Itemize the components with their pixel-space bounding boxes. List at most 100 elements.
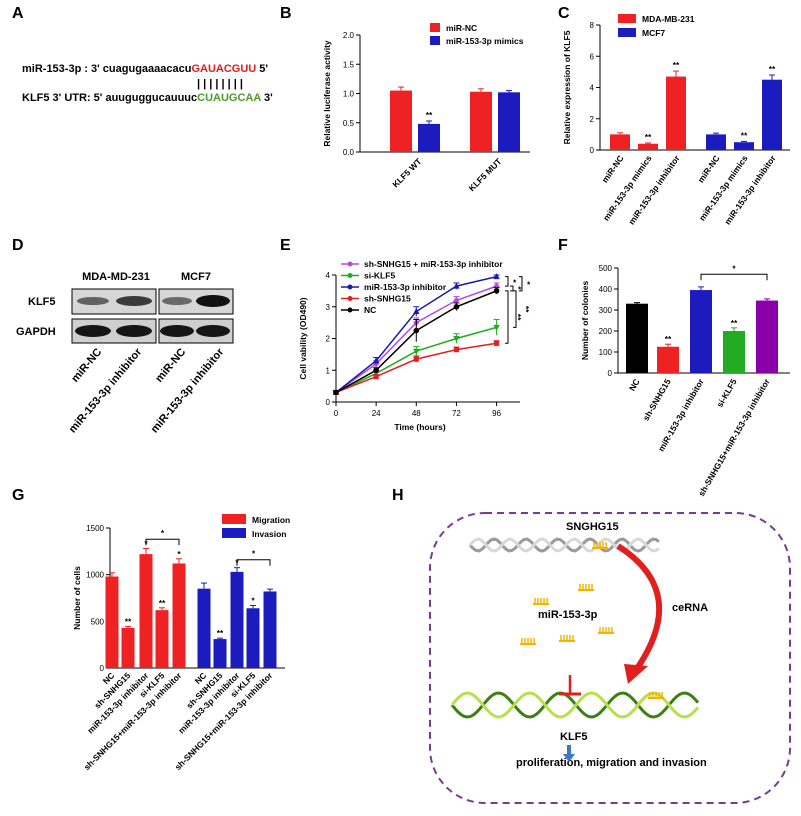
cerna-label: ceRNA: [672, 602, 708, 614]
blot-lane-4: miR-153-3p inhibitor: [149, 346, 227, 436]
chart-b-ytick-label: 1.0: [343, 90, 355, 99]
chart-e-point: [372, 357, 380, 364]
mir-sequence: miR-153-3p: 3' cuagugaaaacacuGAUACGUU 5': [22, 63, 268, 75]
chart-c-ytick-label: 6: [590, 52, 595, 61]
cerna-arrow-icon: [616, 543, 663, 672]
chart-g-ylabel: Number of cells: [72, 566, 82, 630]
chart-e-point: [453, 347, 460, 353]
chart-f-ytick-label: 100: [599, 348, 613, 357]
chart-g-legend-swatch: [222, 528, 246, 538]
panel-label-b: B: [280, 5, 292, 22]
blot-lane-1: miR-NC: [69, 346, 104, 385]
chart-c-ylabel: Relative expression of KLF5: [562, 30, 572, 144]
chart-e-legend-marker: [347, 296, 353, 301]
chart-b-ytick-label: 2.0: [343, 31, 355, 40]
blot-lane-2-text: miR-153-3p inhibitor: [67, 346, 145, 436]
mir-seed: GAUACGUU: [191, 63, 256, 75]
chart-f-ytick-label: 300: [599, 306, 613, 315]
chart-e-xlabel: Time (hours): [394, 422, 445, 432]
chart-c-xtick-label: miR-NC: [600, 153, 626, 184]
chart-c-sig-marker: **: [769, 64, 776, 74]
blot-lane-2: miR-153-3p inhibitor: [67, 346, 145, 436]
panel-label-f: F: [558, 237, 568, 254]
panel-d-blot: MDA-MD-231 MCF7 KLF5 GAPDH miR-NC miR-15…: [16, 271, 234, 436]
chart-e-ylabel: Cell vability (OD490): [298, 297, 308, 379]
chart-b-legend-label: miR-NC: [446, 23, 477, 33]
down-arrowhead-icon: [563, 754, 575, 762]
chart-e-point: [493, 324, 500, 331]
chart-f-bar: [657, 346, 679, 373]
chart-e-point: [333, 389, 339, 396]
chart-b-bar: [390, 90, 412, 152]
chart-g-bar: [246, 608, 260, 668]
chart-b-xtick-label: KLF5 MUT: [467, 156, 504, 193]
chart-g-sig-marker: *: [177, 549, 181, 559]
chart-b: 0.0 0.5 1.0 1.5 2.0 Relative luciferase activ…: [322, 23, 530, 193]
chart-f-ytick-label: 400: [599, 285, 613, 294]
chart-g-bar: [139, 554, 153, 668]
chart-e-ytick-label: 4: [326, 271, 331, 280]
band-gapdh-1: [75, 325, 111, 337]
chart-e-point: [453, 336, 460, 342]
chart-g-legend-label: Migration: [252, 515, 290, 525]
chart-g-legend-swatch: [222, 514, 246, 524]
chart-g-ytick-label: 500: [91, 617, 105, 626]
chart-e-ytick-label: 1: [326, 366, 331, 375]
chart-b-sig-marker: **: [426, 110, 433, 120]
chart-e-ytick-label: 0: [326, 398, 331, 407]
chart-e-sig-marker: *: [513, 277, 517, 287]
cerna-arrowhead-icon: [624, 664, 648, 684]
chart-e-xtick-label: 72: [452, 409, 461, 418]
band-gapdh-2: [116, 325, 152, 337]
chart-g-bar: [197, 588, 211, 668]
chart-e-sig-marker: **: [521, 306, 531, 313]
chart-f-ytick-label: 500: [599, 264, 613, 273]
chart-e-point: [493, 340, 500, 346]
chart-e-sig-bracket: [519, 276, 523, 292]
chart-c-xtick-label: miR-153-3p inhibitor: [722, 153, 778, 227]
panel-label-e: E: [280, 237, 291, 254]
chart-f-bar: [690, 290, 712, 373]
panel-label-g: G: [12, 487, 24, 504]
chart-c-bar: [610, 134, 630, 150]
chart-e-legend-label: sh-SNHG15 + miR-153-3p inhibitor: [364, 259, 503, 269]
panel-label-c: C: [558, 5, 570, 22]
klf5-utr-sequence: KLF5 3' UTR: 5' auuguggucauuucCUAUGCAA 3…: [22, 92, 273, 104]
chart-e-point: [453, 303, 460, 310]
klf-suffix: 3': [261, 92, 273, 104]
chart-f-sig-marker: **: [665, 334, 672, 344]
chart-e-legend-label: si-KLF5: [364, 271, 395, 281]
chart-g-ytick-label: 1000: [86, 571, 104, 580]
chart-c-bar: [762, 79, 782, 150]
chart-g-bar: [172, 563, 186, 668]
chart-g-bracket-marker: *: [161, 528, 165, 538]
mir-prefix: : 3' cuagugaaaacacu: [84, 63, 191, 75]
mirna-glyphs: [520, 542, 664, 699]
chart-g-bracket-marker: *: [252, 549, 256, 559]
chart-c-legend-swatch: [618, 28, 636, 37]
chart-f-bar: [756, 300, 778, 373]
outcome-label: proliferation, migration and invasion: [516, 757, 707, 769]
chart-e-sig-bracket: [505, 290, 509, 344]
chart-c-xtick-label: miR-153-3p mimics: [601, 153, 654, 222]
chart-e-point: [453, 282, 460, 289]
chart-e-point: [373, 374, 379, 380]
chart-e-sig-bracket: [513, 290, 517, 328]
band-klf5-1: [77, 297, 109, 305]
chart-e-sig-bracket: [510, 285, 514, 292]
chart-e-xtick-label: 0: [334, 409, 339, 418]
chart-e-sig-marker: **: [513, 314, 523, 321]
snhg15-label: SNGHG15: [566, 521, 619, 533]
chart-c-ytick-label: 0: [590, 146, 595, 155]
klf5-strand-2: [450, 691, 700, 719]
chart-e-legend-label: miR-153-3p inhibitor: [364, 282, 447, 292]
chart-g-sig-marker: **: [159, 598, 166, 608]
chart-e-legend-label: NC: [364, 305, 376, 315]
chart-b-ytick-label: 0.5: [343, 119, 355, 128]
snhg15-strand-2: [468, 537, 660, 553]
band-klf5-4: [196, 295, 230, 307]
chart-e-xtick-label: 96: [492, 409, 501, 418]
chart-e-legend-marker: [347, 284, 353, 290]
